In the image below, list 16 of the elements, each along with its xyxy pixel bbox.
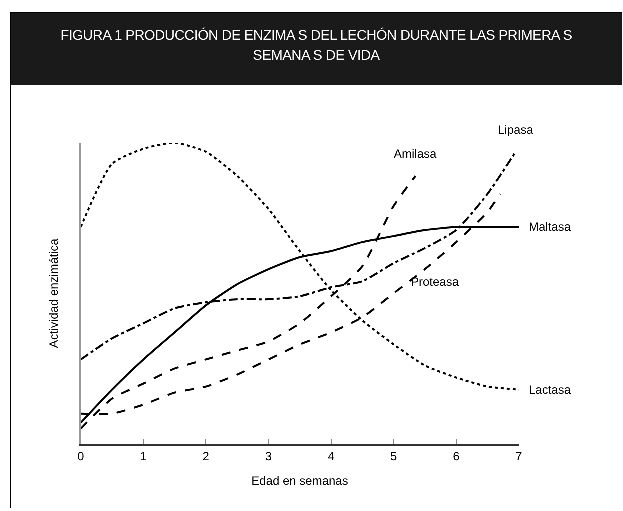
series-label: Proteasa <box>411 275 460 289</box>
chart-title: FIGURA 1 PRODUCCIÓN DE ENZIMA S DEL LECHÓN DURANTE LAS PRIMERA S SEMANA S DE VIDA <box>11 13 622 85</box>
x-tick-label: 6 <box>453 449 460 464</box>
x-tick-label: 2 <box>202 449 210 464</box>
x-tick-label: 3 <box>265 449 272 464</box>
series-label: Lactasa <box>529 383 572 397</box>
x-tick-label: 1 <box>140 449 148 464</box>
x-tick-label: 5 <box>390 449 398 464</box>
series-label: Lipasa <box>498 123 534 137</box>
x-tick-label: 7 <box>516 449 523 464</box>
x-tick-label: 4 <box>328 449 335 464</box>
y-axis-title: Actividad enzimática <box>46 238 61 348</box>
x-tick-label: 0 <box>78 449 85 464</box>
x-axis-title: Edad en semanas <box>252 474 348 488</box>
series-label: Amilasa <box>394 147 438 161</box>
series-label: Maltasa <box>529 220 572 234</box>
